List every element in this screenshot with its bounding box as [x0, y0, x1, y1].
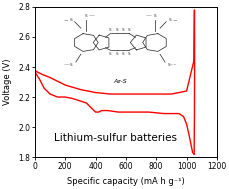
- Text: Lithium-sulfur batteries: Lithium-sulfur batteries: [54, 133, 176, 143]
- X-axis label: Specific capacity (mA h g⁻¹): Specific capacity (mA h g⁻¹): [67, 177, 184, 186]
- Y-axis label: Voltage (V): Voltage (V): [3, 59, 12, 105]
